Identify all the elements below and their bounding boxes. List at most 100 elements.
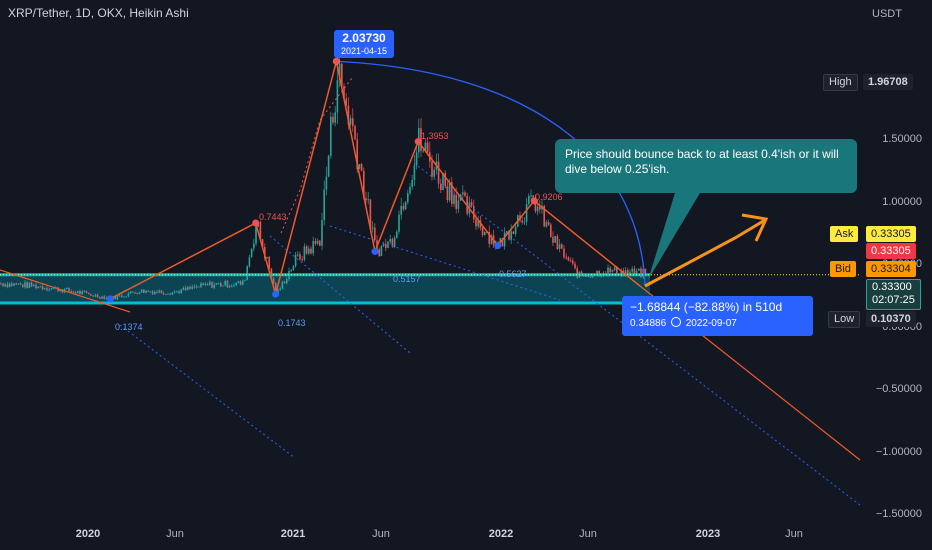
- candle-body: [121, 295, 123, 297]
- y-tick-label: 1.50000: [882, 133, 922, 145]
- candle-body: [635, 270, 638, 274]
- candle-body: [607, 267, 609, 276]
- candle-body: [371, 227, 374, 229]
- candle-body: [184, 287, 187, 290]
- candle-body: [220, 283, 222, 287]
- candle-body: [176, 291, 178, 293]
- candle-body: [59, 289, 61, 292]
- candle-body: [587, 276, 589, 278]
- candle-body: [129, 291, 132, 294]
- peak-price-callout[interactable]: 2.03730 2021-04-15: [334, 30, 394, 58]
- peak-price-value: 2.03730: [342, 31, 386, 45]
- candle-body: [334, 112, 336, 123]
- symbol-title[interactable]: XRP/Tether, 1D, OKX, Heikin Ashi: [8, 6, 189, 20]
- candle-body: [457, 200, 460, 209]
- candle-body: [66, 287, 68, 290]
- ask-label-tag: Ask: [830, 226, 859, 242]
- candle-body: [35, 284, 37, 289]
- candle-body: [297, 254, 299, 256]
- candle-body: [644, 268, 647, 276]
- candle-body: [94, 294, 97, 297]
- candle-body: [46, 288, 48, 291]
- candle-body: [24, 282, 26, 288]
- candle-body: [640, 268, 642, 277]
- candle-body: [567, 257, 570, 261]
- candle-body: [642, 268, 644, 277]
- candle-body: [415, 152, 418, 166]
- candle-body: [30, 282, 33, 287]
- candle-body: [448, 182, 451, 201]
- pivot-dot: [272, 290, 280, 298]
- candle-body: [532, 195, 534, 198]
- candle-body: [442, 173, 444, 190]
- candle-body: [332, 116, 334, 123]
- bid-value-tag: 0.33304: [866, 261, 916, 277]
- candle-body: [609, 267, 611, 273]
- candle-body: [525, 203, 528, 222]
- candle-body: [550, 224, 552, 237]
- candle-body: [631, 268, 633, 272]
- pivot-dot: [414, 138, 422, 146]
- low-value-tag: 0.10370: [866, 311, 916, 327]
- candle-body: [561, 244, 563, 249]
- candle-body: [431, 161, 433, 177]
- candle-body: [473, 205, 475, 220]
- candle-body: [391, 238, 394, 247]
- candle-body: [222, 285, 224, 287]
- candle-body: [305, 246, 308, 254]
- candle-body: [187, 286, 189, 290]
- candle-body: [490, 235, 493, 244]
- candle-body: [554, 235, 556, 243]
- candle-body: [138, 292, 141, 294]
- candle-body: [50, 288, 53, 290]
- candle-body: [506, 231, 508, 233]
- candle-body: [259, 222, 262, 240]
- candle-body: [68, 287, 70, 292]
- measure-result-box[interactable]: −1.68844 (−82.88%) in 510d 0.34886 2022-…: [622, 296, 813, 336]
- candle-body: [193, 286, 196, 288]
- candle-body: [556, 235, 559, 249]
- pivot-label: 1.3953: [421, 131, 449, 141]
- candle-body: [195, 286, 198, 288]
- candle-body: [83, 291, 86, 293]
- candle-body: [437, 161, 440, 184]
- candle-body: [250, 248, 253, 258]
- candle-body: [209, 282, 211, 285]
- candle-body: [118, 295, 121, 297]
- candle-body: [343, 86, 345, 99]
- candle-body: [508, 231, 510, 240]
- candle-body: [61, 289, 64, 293]
- pivot-label: 0.5157: [393, 274, 421, 284]
- x-tick-label: 2021: [280, 528, 306, 540]
- candle-body: [558, 244, 561, 249]
- candle-body: [369, 199, 372, 229]
- candle-body: [514, 226, 517, 235]
- candle-body: [242, 280, 244, 285]
- candle-body: [407, 193, 409, 203]
- candle-body: [266, 256, 268, 259]
- candle-body: [281, 281, 284, 289]
- candle-body: [8, 283, 11, 287]
- candle-body: [90, 294, 92, 296]
- candle-body: [543, 205, 545, 227]
- pivot-dot: [252, 219, 260, 227]
- candle-body: [4, 284, 6, 287]
- y-tick-label: −1.50000: [875, 508, 922, 520]
- measure-end-date: 2022-09-07: [685, 318, 737, 329]
- candle-body: [28, 282, 31, 288]
- candle-body: [409, 186, 411, 194]
- candle-body: [451, 182, 453, 204]
- resistance-dotted-line: [280, 77, 353, 234]
- candle-body: [147, 290, 149, 292]
- candle-body: [330, 116, 332, 156]
- analysis-note-callout[interactable]: Price should bounce back to at least 0.4…: [555, 139, 857, 193]
- pivot-dot: [332, 57, 340, 65]
- candle-body: [127, 293, 130, 297]
- pivot-dot: [371, 248, 379, 256]
- candle-body: [217, 283, 220, 285]
- candle-body: [572, 260, 574, 264]
- candle-body: [81, 291, 83, 294]
- candle-body: [426, 142, 429, 153]
- candle-body: [356, 139, 358, 169]
